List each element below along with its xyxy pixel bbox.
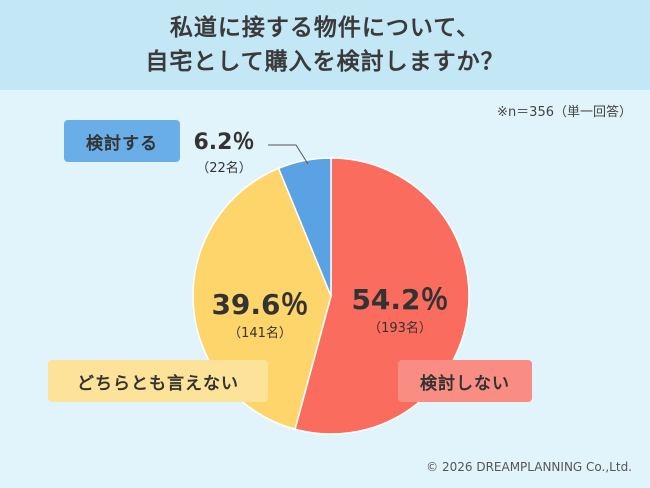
sample-size-note: ※n＝356（単一回答）	[497, 105, 632, 120]
title-line-1: 私道に接する物件について、	[169, 15, 481, 41]
title-line-2: 自宅として購入を検討しますか？	[145, 49, 505, 75]
leader-line-consider	[268, 144, 309, 165]
legend-label-undecided: どちらとも言えない	[48, 360, 268, 402]
percent-label-consider: 6.2％	[193, 130, 255, 155]
count-label-no-consider: （193名）	[368, 321, 432, 336]
percent-label-no-consider: 54.2％	[351, 283, 449, 316]
percent-label-undecided: 39.6％	[211, 288, 309, 321]
title-banner: 私道に接する物件について、 自宅として購入を検討しますか？	[0, 0, 650, 90]
copyright-text: © 2026 DREAMPLANNING Co.,Ltd.	[426, 460, 632, 474]
count-label-undecided: （141名）	[228, 326, 292, 341]
legend-label-consider: 検討する	[64, 120, 180, 162]
count-label-consider: （22名）	[196, 161, 252, 176]
pie-slice-consider	[277, 157, 332, 297]
legend-label-no-consider: 検討しない	[398, 360, 532, 402]
